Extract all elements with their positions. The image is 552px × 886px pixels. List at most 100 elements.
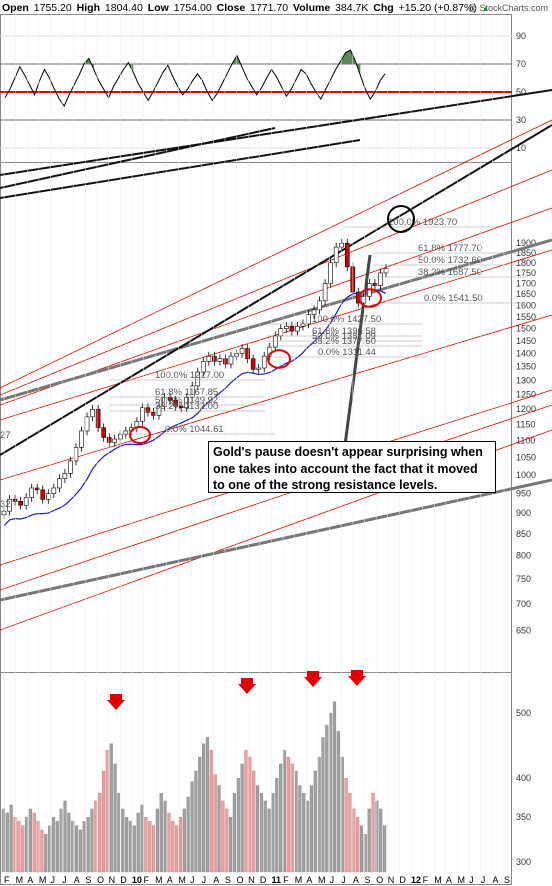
volume-bar bbox=[375, 800, 379, 873]
volume-spike-arrow-icon bbox=[238, 678, 256, 694]
price-tick-label: 1150 bbox=[516, 420, 535, 430]
candle-body bbox=[90, 408, 95, 418]
candle-body bbox=[7, 499, 12, 512]
highlight-circle bbox=[129, 426, 151, 444]
volume-bar bbox=[336, 730, 340, 873]
volume-bar bbox=[59, 808, 63, 873]
open-value: 1755.20 bbox=[33, 2, 72, 14]
x-axis-label: S bbox=[504, 875, 510, 885]
volume-tick-label: 300 bbox=[516, 857, 531, 867]
volume-bar bbox=[190, 781, 194, 873]
candle-body bbox=[29, 487, 34, 498]
price-tick-label: 1800 bbox=[516, 258, 536, 268]
candle-body bbox=[178, 405, 184, 409]
support-line bbox=[0, 314, 552, 481]
x-axis-label: J bbox=[341, 875, 346, 885]
x-axis-label: A bbox=[27, 875, 33, 885]
volume-bar bbox=[352, 808, 356, 873]
chart-annotations bbox=[107, 205, 415, 710]
x-axis-label: N bbox=[109, 875, 116, 885]
volume-bar bbox=[356, 816, 360, 873]
x-axis-label: J bbox=[481, 875, 486, 885]
channel-line bbox=[0, 127, 276, 189]
support-line bbox=[0, 404, 552, 591]
candle-body bbox=[57, 478, 62, 489]
low-value: 1754.00 bbox=[173, 2, 212, 14]
volume-bar bbox=[305, 800, 310, 873]
volume-bar bbox=[255, 785, 260, 873]
candle-body bbox=[339, 242, 345, 248]
x-axis-label: D bbox=[399, 875, 406, 885]
volume-bar bbox=[290, 763, 294, 873]
volume-bar bbox=[329, 712, 333, 873]
candle-body bbox=[62, 472, 68, 480]
close-value: 1771.70 bbox=[250, 2, 289, 14]
candle-body bbox=[151, 411, 156, 416]
price-tick-label: 1050 bbox=[516, 452, 536, 462]
volume-bar bbox=[359, 825, 364, 873]
candle-body bbox=[140, 407, 145, 422]
volume-bar bbox=[159, 792, 163, 873]
watermark: @ StockCharts.com bbox=[467, 3, 548, 13]
volume-bar bbox=[117, 792, 121, 873]
candle-body bbox=[361, 296, 367, 304]
high-label: High bbox=[76, 2, 100, 14]
resistance-line bbox=[0, 119, 552, 389]
volume-bar bbox=[344, 778, 348, 873]
x-axis-label: F bbox=[283, 875, 289, 885]
volume-bar bbox=[294, 770, 298, 873]
long-term-trend-line bbox=[0, 478, 552, 602]
volume-bar bbox=[32, 812, 36, 873]
x-axis-label: D bbox=[260, 875, 267, 885]
volume-bar bbox=[248, 756, 252, 873]
volume-bar bbox=[125, 816, 129, 873]
volume-bar bbox=[340, 756, 344, 873]
volume-bar bbox=[90, 808, 94, 873]
volume-bar bbox=[148, 821, 152, 873]
x-axis-label: J bbox=[330, 875, 335, 885]
volume-bar bbox=[63, 800, 67, 873]
candle-body bbox=[123, 430, 129, 435]
x-axis-label: M bbox=[295, 875, 303, 885]
candle-body bbox=[284, 325, 289, 329]
volume-bar bbox=[17, 821, 21, 873]
volume-bar bbox=[105, 750, 109, 873]
x-axis-label: J bbox=[190, 875, 195, 885]
volume-bar bbox=[213, 774, 217, 873]
candle-body bbox=[250, 358, 256, 370]
candle-body bbox=[12, 499, 18, 502]
volume-bar bbox=[71, 821, 75, 873]
volume-bar bbox=[113, 763, 117, 873]
price-tick-label: 650 bbox=[516, 626, 531, 636]
quote-header: Open 1755.20 High 1804.40 Low 1754.00 Cl… bbox=[2, 2, 492, 14]
x-axis-label: F bbox=[423, 875, 429, 885]
candle-body bbox=[45, 493, 51, 500]
volume-bar bbox=[55, 821, 59, 873]
volume-bar bbox=[151, 825, 156, 873]
candle-body bbox=[245, 348, 250, 360]
high-value: 1804.40 bbox=[104, 2, 143, 14]
candle-body bbox=[51, 487, 57, 494]
long-term-trend-line bbox=[0, 238, 552, 402]
fib-label-partial: 27 bbox=[0, 430, 11, 441]
candle-body bbox=[256, 367, 261, 370]
price-tick-label: 1750 bbox=[516, 268, 536, 278]
volume-bar bbox=[36, 821, 40, 873]
fib-label: 0.0% 1311.44 bbox=[318, 347, 376, 358]
x-axis-label: A bbox=[74, 875, 80, 885]
candle-body bbox=[289, 325, 295, 332]
volume-bar bbox=[28, 808, 32, 873]
volume-bar bbox=[382, 825, 387, 873]
volume-bar bbox=[202, 743, 206, 873]
fib-label: 38.2% 1132.00 bbox=[155, 401, 218, 412]
candle-body bbox=[322, 283, 328, 302]
candle-body bbox=[378, 272, 383, 286]
volume-bar bbox=[209, 750, 213, 873]
volume-bar bbox=[321, 737, 325, 873]
volume-bar bbox=[44, 834, 48, 873]
x-axis-label: F bbox=[144, 875, 150, 885]
candle-body bbox=[261, 355, 267, 369]
resistance-line bbox=[0, 249, 552, 421]
price-tick-label: 1350 bbox=[516, 362, 536, 372]
rsi-line bbox=[4, 49, 386, 108]
